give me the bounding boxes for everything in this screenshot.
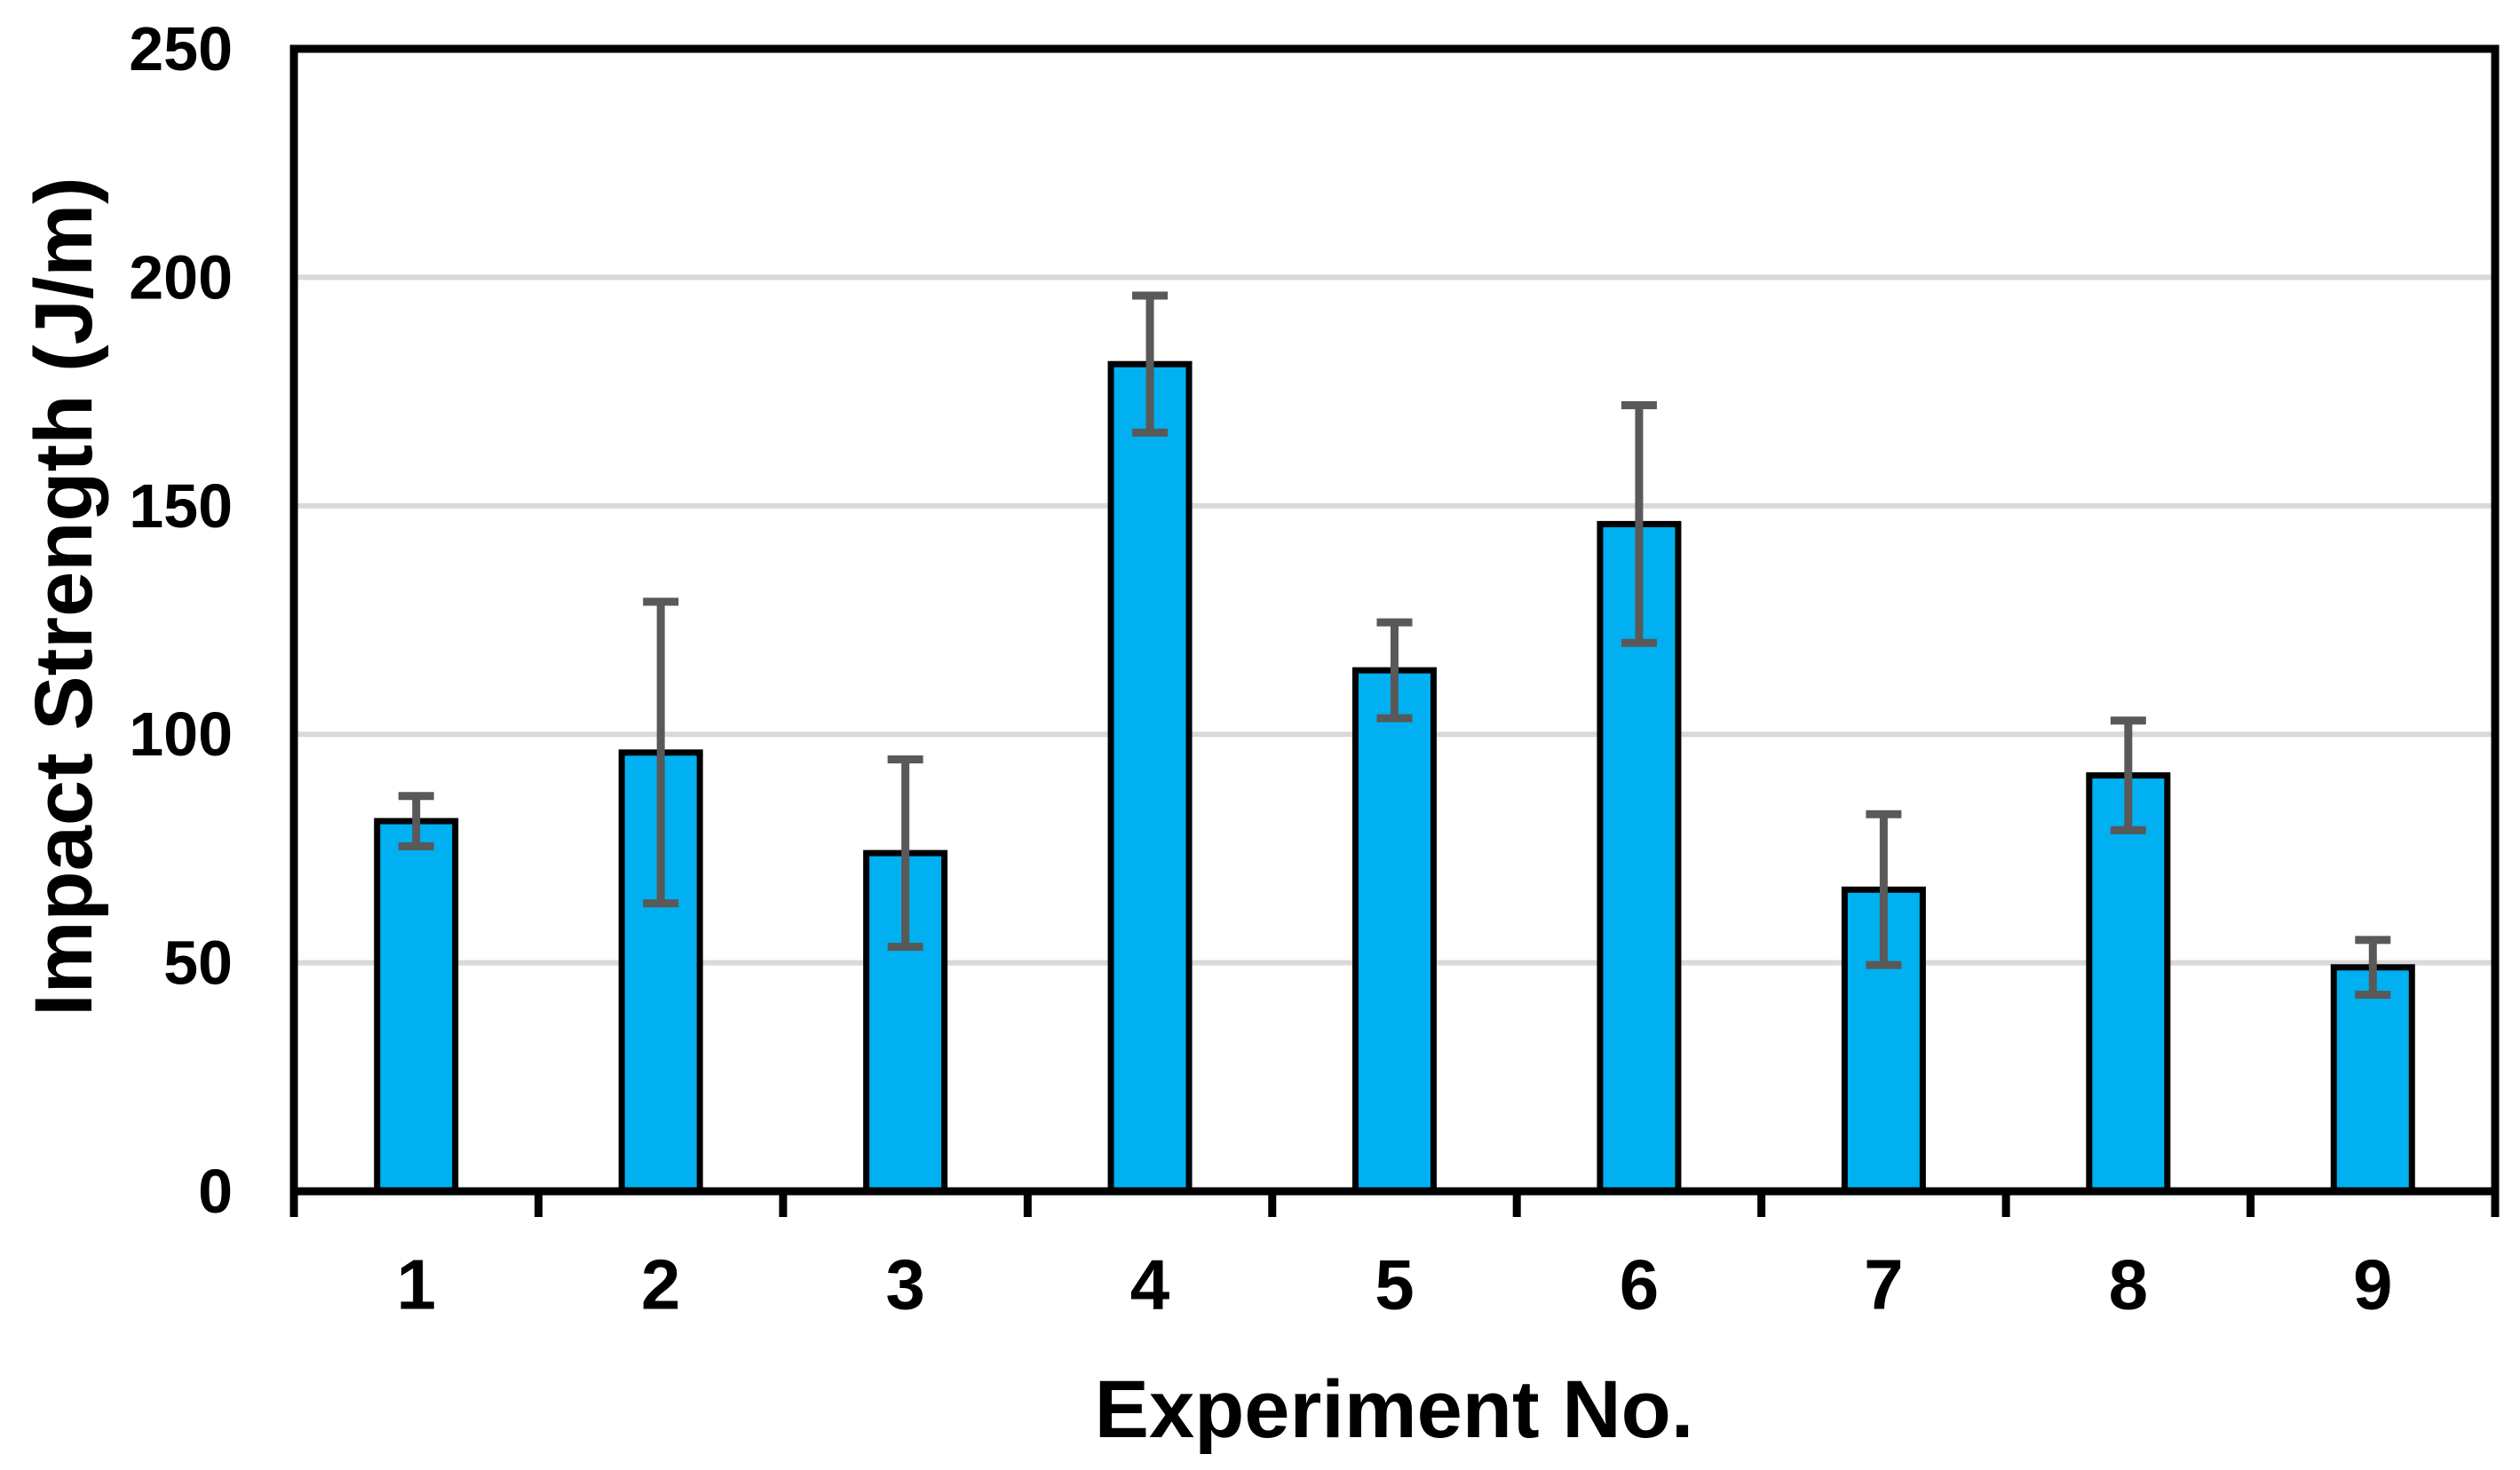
y-tick-label: 50 bbox=[163, 929, 233, 998]
y-tick-label: 0 bbox=[198, 1157, 233, 1226]
y-tick-label: 100 bbox=[129, 699, 233, 769]
y-tick-label: 200 bbox=[129, 242, 233, 312]
x-tick-label: 7 bbox=[1864, 1245, 1904, 1324]
x-tick-label: 1 bbox=[396, 1245, 436, 1324]
x-tick-label: 3 bbox=[885, 1245, 925, 1324]
x-tick-label: 8 bbox=[2109, 1245, 2149, 1324]
x-tick-label: 9 bbox=[2353, 1245, 2393, 1324]
bar bbox=[2086, 772, 2171, 1195]
y-tick-label: 150 bbox=[129, 471, 233, 541]
x-tick-label: 5 bbox=[1375, 1245, 1415, 1324]
y-tick-label: 250 bbox=[129, 14, 233, 83]
y-axis-title: Impact Strength (J/m) bbox=[19, 177, 109, 1016]
x-tick-label: 6 bbox=[1620, 1245, 1660, 1324]
bar bbox=[374, 818, 459, 1195]
x-tick-label: 4 bbox=[1130, 1245, 1170, 1324]
x-tick-label: 2 bbox=[641, 1245, 681, 1324]
plot-border bbox=[289, 44, 2500, 1196]
bar bbox=[2330, 964, 2415, 1195]
bar bbox=[1352, 667, 1437, 1195]
bar bbox=[1107, 360, 1193, 1195]
x-axis-title: Experiment No. bbox=[1095, 1364, 1694, 1455]
